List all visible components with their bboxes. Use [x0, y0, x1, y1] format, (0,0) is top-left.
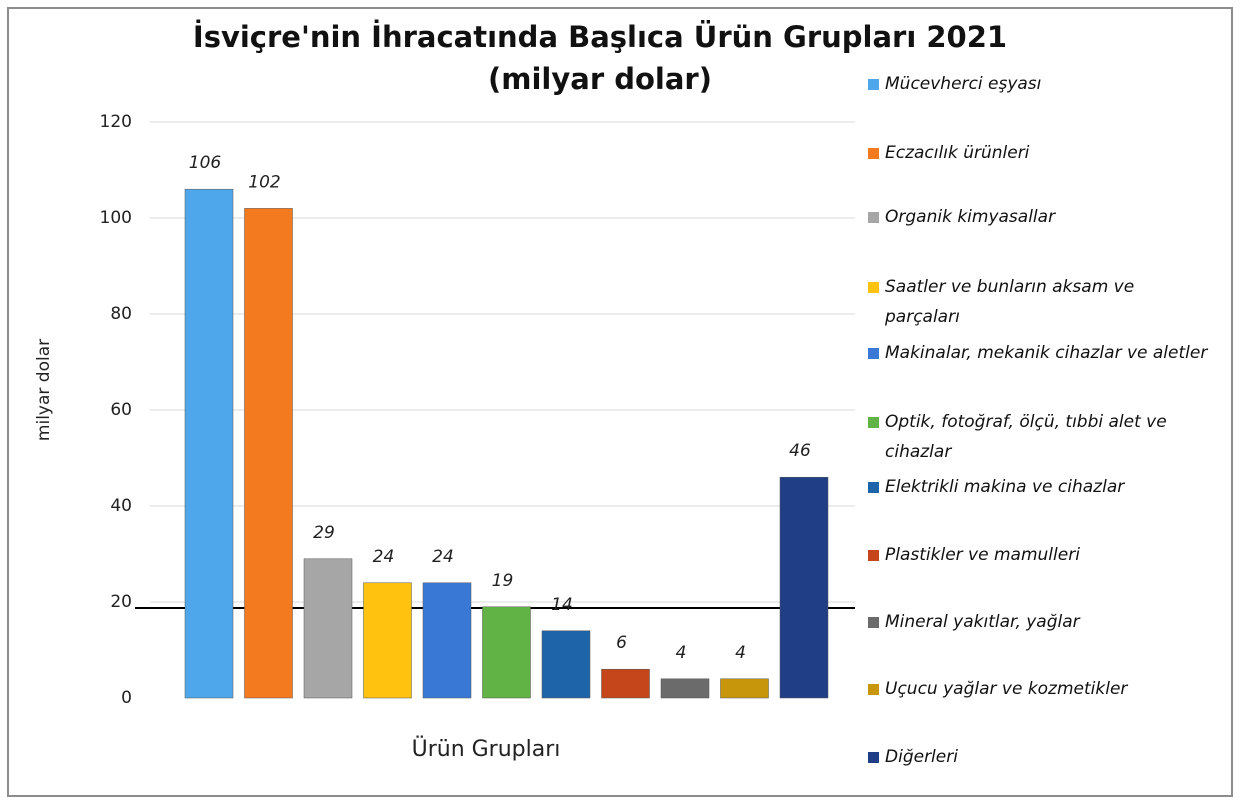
value-label: 4 — [735, 643, 746, 663]
legend-label: Uçucu yağlar ve kozmetikler — [885, 679, 1128, 699]
legend-item: Mücevherci eşyası — [868, 69, 1208, 99]
y-tick-label: 0 — [121, 688, 132, 708]
legend-swatch — [868, 617, 879, 628]
legend-item: Eczacılık ürünleri — [868, 138, 1208, 168]
y-tick-label: 120 — [100, 112, 132, 132]
legend-label: Makinalar, mekanik cihazlar ve aletler — [885, 343, 1208, 363]
y-tick-label: 60 — [110, 400, 132, 420]
y-tick-label: 80 — [110, 304, 132, 324]
y-tick-label: 100 — [100, 208, 132, 228]
legend-label: Mineral yakıtlar, yağlar — [885, 612, 1080, 632]
legend-swatch — [868, 148, 879, 159]
value-label: 14 — [551, 595, 573, 615]
bar — [482, 606, 531, 699]
bar — [779, 476, 829, 699]
bar — [422, 582, 472, 699]
value-label: 29 — [313, 523, 335, 543]
legend-item: Saatler ve bunların aksam ve parçaları — [868, 272, 1208, 332]
legend-swatch — [868, 752, 879, 763]
legend-swatch — [868, 684, 879, 695]
value-label: 102 — [248, 172, 280, 192]
legend-label: Saatler ve bunların aksam ve parçaları — [885, 277, 1135, 327]
bar — [184, 188, 234, 699]
bar — [720, 678, 769, 699]
value-label: 24 — [432, 547, 454, 567]
legend-item: Uçucu yağlar ve kozmetikler — [868, 674, 1208, 704]
legend-swatch — [868, 550, 879, 561]
legend-label: Plastikler ve mamulleri — [885, 545, 1080, 565]
bar — [541, 630, 591, 699]
legend-swatch — [868, 79, 879, 90]
y-tick-label: 20 — [110, 592, 132, 612]
value-label: 24 — [373, 547, 395, 567]
chart-title: İsviçre'nin İhracatında Başlıca Ürün Gru… — [192, 20, 1008, 96]
legend-item: Organik kimyasallar — [868, 202, 1208, 232]
legend-swatch — [868, 212, 879, 223]
legend-swatch — [868, 482, 879, 493]
legend-item: Optik, fotoğraf, ölçü, tıbbi alet ve cih… — [868, 407, 1208, 467]
legend-label: Eczacılık ürünleri — [885, 143, 1030, 163]
value-label: 19 — [492, 571, 514, 591]
bar — [244, 208, 293, 699]
legend-label: Organik kimyasallar — [885, 207, 1056, 227]
legend-swatch — [868, 282, 879, 293]
bar — [303, 558, 353, 699]
legend-swatch — [868, 348, 879, 359]
value-label: 46 — [789, 441, 811, 461]
bar — [660, 678, 710, 699]
legend-label: Elektrikli makina ve cihazlar — [885, 477, 1125, 497]
bar — [601, 668, 650, 699]
legend-item: Makinalar, mekanik cihazlar ve aletler — [868, 338, 1208, 368]
legend-item: Elektrikli makina ve cihazlar — [868, 472, 1208, 502]
legend-label: Optik, fotoğraf, ölçü, tıbbi alet ve cih… — [885, 412, 1167, 462]
legend-item: Diğerleri — [868, 742, 1208, 772]
y-axis-label: milyar dolar — [34, 339, 54, 441]
legend-item: Plastikler ve mamulleri — [868, 540, 1208, 570]
legend-label: Mücevherci eşyası — [885, 74, 1042, 94]
y-tick-label: 40 — [110, 496, 132, 516]
value-label: 6 — [616, 633, 627, 653]
legend-label: Diğerleri — [885, 747, 958, 767]
bar — [363, 582, 412, 699]
value-label: 4 — [676, 643, 687, 663]
value-label: 106 — [189, 153, 222, 173]
legend-item: Mineral yakıtlar, yağlar — [868, 607, 1208, 637]
x-axis-label: Ürün Grupları — [412, 736, 561, 762]
legend-swatch — [868, 417, 879, 428]
